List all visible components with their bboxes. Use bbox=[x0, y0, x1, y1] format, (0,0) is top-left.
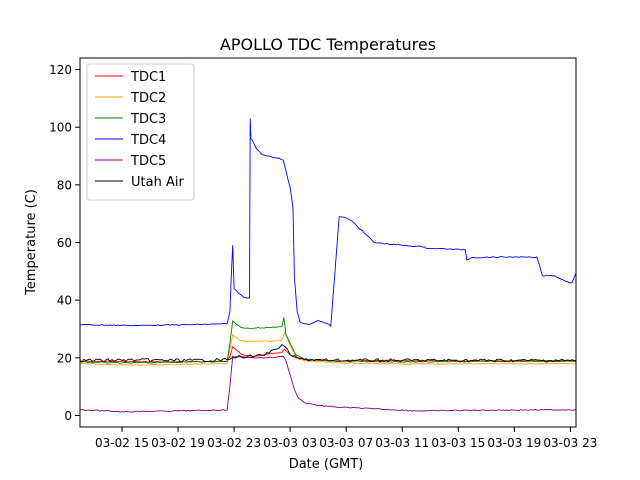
legend-label: TDC4 bbox=[130, 133, 166, 148]
legend-box bbox=[86, 63, 195, 201]
x-tick-label: 03-03 19 bbox=[487, 436, 541, 450]
legend: TDC1 TDC2 TDC3 TDC4 TDC5 Utah Air bbox=[86, 63, 195, 201]
legend-label: TDC3 bbox=[130, 112, 166, 127]
series-line-tdc4 bbox=[79, 118, 577, 328]
x-tick-label: 03-02 23 bbox=[207, 436, 261, 450]
x-tick-label: 03-03 15 bbox=[431, 436, 485, 450]
x-tick-label: 03-03 03 bbox=[263, 436, 317, 450]
y-tick-label: 100 bbox=[49, 121, 72, 135]
y-tick-label: 120 bbox=[49, 63, 72, 77]
series-line-tdc2 bbox=[80, 331, 577, 366]
y-tick-label: 60 bbox=[57, 236, 72, 250]
series-line-tdc5 bbox=[79, 355, 577, 413]
x-tick-label: 03-03 23 bbox=[543, 436, 597, 450]
legend-label: TDC5 bbox=[130, 154, 166, 169]
y-tick-label: 80 bbox=[57, 178, 72, 192]
x-tick-label: 03-02 19 bbox=[151, 436, 205, 450]
legend-label: Utah Air bbox=[131, 175, 184, 190]
chart-title: APOLLO TDC Temperatures bbox=[220, 35, 436, 54]
x-tick-label: 03-02 15 bbox=[95, 436, 149, 450]
legend-label: TDC1 bbox=[130, 70, 166, 85]
series-layer bbox=[79, 118, 577, 413]
y-tick-label: 0 bbox=[64, 409, 72, 423]
x-axis-ticks: 03-02 15 03-02 19 03-02 23 03-03 03 03-03 07… bbox=[95, 427, 597, 450]
x-tick-label: 03-03 07 bbox=[319, 436, 373, 450]
x-tick-label: 03-03 11 bbox=[375, 436, 429, 450]
plot-frame bbox=[79, 57, 577, 428]
x-axis-label: Date (GMT) bbox=[289, 457, 364, 472]
y-tick-label: 20 bbox=[57, 351, 72, 365]
y-axis-label: Temperature (C) bbox=[24, 189, 39, 296]
series-line-utah-air bbox=[79, 344, 576, 363]
legend-label: TDC2 bbox=[130, 91, 166, 106]
y-axis-ticks: 0 20 40 60 80 100 120 bbox=[49, 63, 80, 423]
y-tick-label: 40 bbox=[57, 294, 72, 308]
